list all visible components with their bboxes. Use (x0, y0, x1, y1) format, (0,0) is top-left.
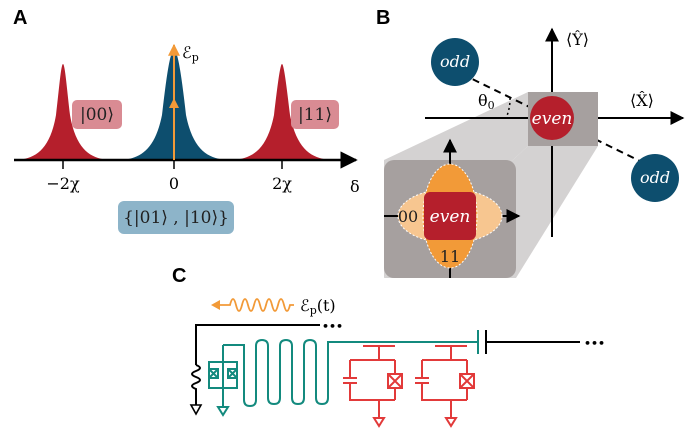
ground-green (216, 406, 230, 417)
ellipsis-right: ••• (584, 337, 605, 350)
x-axis-label: ⟨X̂⟩ (630, 91, 654, 110)
even-label: even (532, 109, 573, 129)
odd-label-bottom: odd (640, 168, 670, 187)
inset-00-label: 00 (398, 207, 418, 226)
drive-wave (220, 298, 294, 312)
drive-arrow-mid (169, 98, 179, 108)
tick-label-minus: −2χ (46, 174, 80, 193)
state-odd-label: {|01⟩ , |10⟩} (123, 208, 229, 228)
ellipsis-top: ••• (322, 320, 343, 333)
odd-blob-bottom (631, 154, 679, 202)
transmon-1 (343, 345, 403, 428)
panel-b-letter: B (376, 7, 390, 29)
odd-label-top: odd (440, 52, 470, 71)
ground-black (189, 404, 203, 416)
tick-label-plus: 2χ (272, 174, 292, 193)
panel-c-letter: C (172, 265, 186, 287)
panel-a-letter: A (13, 7, 27, 29)
meander-resonator (223, 338, 478, 408)
theta-arc (505, 97, 511, 119)
panel-a: A ℰp δ −2χ 0 2χ |00⟩ |11⟩ {|01⟩ , |10⟩} (13, 7, 360, 234)
peak-11 (232, 64, 332, 160)
drive-line (195, 324, 320, 365)
odd-blob-top (431, 38, 479, 86)
dashed-odd-top (461, 73, 553, 119)
state-11-box (291, 100, 339, 129)
state-00-label: |00⟩ (80, 105, 114, 125)
tick-label-zero: 0 (169, 174, 179, 193)
delta-axis-label: δ (350, 177, 360, 196)
junction-crosses (208, 368, 238, 379)
y-axis-label: ⟨Ŷ⟩ (566, 29, 589, 49)
theta-label: θ0 (478, 91, 495, 112)
panel-b: B ⟨Ŷ⟩ ⟨X̂⟩ θ0 even odd odd even (376, 7, 685, 278)
inset-zoom: even 00 11 (384, 138, 521, 278)
panel-c: C ℰp(t) ••• ••• (172, 265, 605, 428)
state-odd-box (118, 201, 234, 234)
inset-even-label: even (430, 207, 471, 227)
peak-00 (16, 64, 110, 160)
drive-label-t: ℰp(t) (300, 296, 336, 317)
drive-wave-arrow (211, 300, 220, 310)
coupling-coil (191, 364, 201, 405)
inset-even-blob (424, 192, 476, 240)
even-blob (530, 96, 574, 140)
drive-label: ℰp (182, 43, 199, 64)
state-00-box (72, 100, 122, 129)
squid-resonator (208, 338, 478, 417)
state-11-label: |11⟩ (298, 105, 332, 125)
inset-11-label: 11 (440, 247, 460, 266)
transmon-2 (415, 345, 475, 428)
